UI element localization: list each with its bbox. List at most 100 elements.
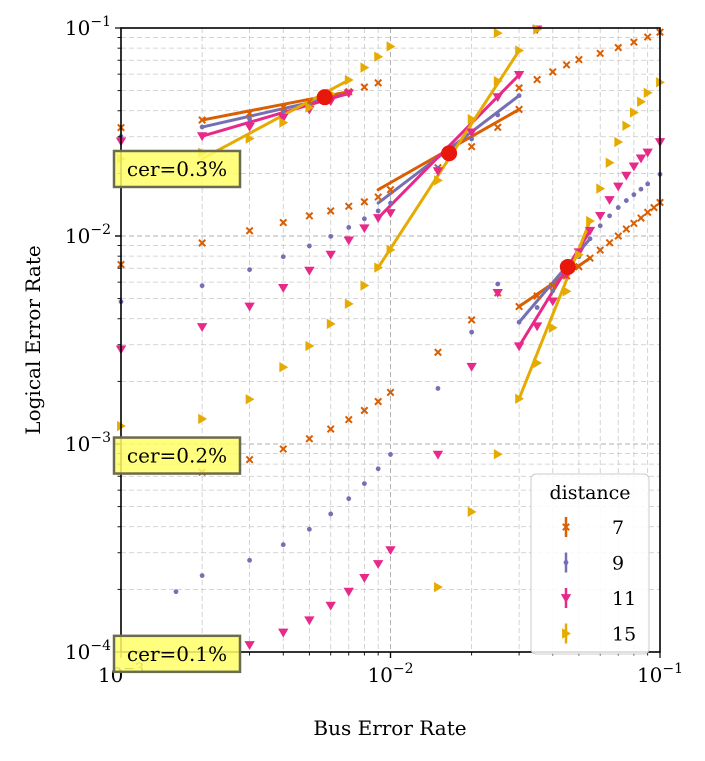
threshold-crossing-point: [316, 89, 333, 106]
data-point-d9: [375, 208, 381, 214]
data-point-d7: [493, 123, 502, 132]
cer-annotation-label: cer=0.1%: [127, 642, 227, 666]
data-point-d9: [638, 186, 644, 192]
data-point-d15: [360, 62, 370, 73]
data-point-d7: [533, 292, 542, 300]
x-axis-label: Bus Error Rate: [313, 716, 466, 740]
data-point-d9: [280, 254, 286, 260]
cer-annotation: cer=0.1%: [112, 634, 242, 674]
legend-marker-d7: [562, 523, 570, 531]
data-point-d7: [467, 316, 476, 324]
data-point-d9: [587, 236, 593, 242]
data-point-d11: [621, 171, 632, 181]
data-point-d7: [643, 33, 652, 41]
data-point-d9: [247, 267, 252, 273]
legend-entry-d7[interactable]: 7: [562, 517, 624, 539]
data-point-d11: [513, 71, 525, 80]
data-point-d11: [244, 302, 255, 312]
data-point-d7: [629, 38, 638, 47]
data-point-d11: [359, 574, 370, 583]
data-point-d11: [513, 342, 525, 352]
data-point-d11: [466, 128, 477, 138]
data-point-d9: [516, 319, 522, 325]
data-point-d7: [574, 55, 583, 64]
data-point-d15: [467, 113, 477, 125]
data-point-d15: [622, 120, 632, 131]
data-point-d9: [516, 93, 522, 99]
legend-label-d11: 11: [612, 588, 636, 610]
data-point-d9: [173, 589, 179, 595]
data-point-d7: [629, 219, 638, 228]
data-point-d7: [467, 142, 476, 151]
data-point-d15: [533, 357, 543, 369]
data-point-d7: [434, 348, 442, 357]
data-point-d11: [635, 154, 647, 164]
data-point-d11: [343, 236, 354, 246]
data-point-d9: [495, 112, 501, 118]
data-point-d7: [326, 425, 335, 433]
data-point-d15: [493, 449, 503, 460]
data-point-d9: [375, 466, 381, 472]
legend-label-d7: 7: [612, 517, 624, 539]
data-point-d7: [643, 208, 652, 217]
data-point-d7: [386, 388, 395, 397]
data-point-d11: [196, 323, 208, 332]
legend-entry-d9[interactable]: 9: [563, 552, 624, 575]
data-point-d7: [586, 254, 594, 263]
data-point-d11: [244, 122, 255, 132]
data-point-d7: [515, 302, 523, 311]
y-tick-label: 10−3: [65, 430, 111, 456]
data-point-d9: [534, 305, 540, 310]
data-point-d7: [650, 203, 658, 212]
data-point-d7: [614, 43, 623, 52]
data-point-d7: [374, 397, 383, 406]
data-point-d11: [278, 628, 289, 638]
data-point-d11: [385, 546, 396, 556]
data-point-d9: [623, 198, 629, 203]
data-point-d7: [374, 193, 383, 201]
data-point-d7: [596, 246, 605, 255]
data-point-d7: [574, 262, 583, 271]
data-point-d15: [548, 322, 558, 333]
legend-title: distance: [549, 482, 630, 504]
data-point-d15: [629, 107, 639, 118]
data-point-d15: [493, 75, 503, 87]
data-point-d15: [360, 280, 370, 291]
data-point-d11: [432, 167, 444, 177]
data-point-d15: [533, 24, 543, 35]
data-point-d15: [434, 581, 443, 593]
data-point-d15: [198, 413, 208, 425]
data-point-d15: [344, 74, 354, 86]
data-point-d9: [280, 542, 286, 548]
data-point-d15: [515, 393, 525, 404]
legend-marker-d15: [562, 628, 571, 639]
data-point-d7: [360, 83, 369, 91]
legend[interactable]: distance 7 9 11 15: [530, 473, 650, 655]
data-point-d7: [279, 218, 288, 227]
legend-marker-d9: [563, 560, 569, 565]
data-point-d15: [279, 117, 289, 128]
y-axis-label: Logical Error Rate: [21, 245, 45, 434]
legend-marker-d11: [560, 594, 572, 603]
data-point-d11: [547, 297, 558, 307]
data-point-d7: [605, 238, 614, 247]
data-point-d11: [325, 601, 336, 611]
y-tick-label: 10−1: [65, 14, 111, 40]
data-point-d15: [574, 249, 584, 261]
data-point-d15: [305, 102, 315, 113]
data-point-d7: [198, 116, 207, 124]
data-point-d7: [360, 197, 369, 206]
data-point-d7: [305, 434, 314, 443]
data-point-d9: [247, 116, 252, 122]
legend-entry-d15[interactable]: 15: [562, 623, 636, 646]
data-point-d7: [245, 226, 254, 235]
data-point-d11: [278, 113, 289, 123]
data-point-d9: [346, 496, 352, 502]
data-point-d9: [388, 200, 393, 206]
legend-entry-d11[interactable]: 11: [560, 588, 636, 610]
cer-annotation: cer=0.3%: [112, 149, 242, 189]
legend-label-d9: 9: [612, 553, 624, 575]
data-point-d15: [614, 136, 624, 148]
data-point-d7: [305, 211, 314, 220]
